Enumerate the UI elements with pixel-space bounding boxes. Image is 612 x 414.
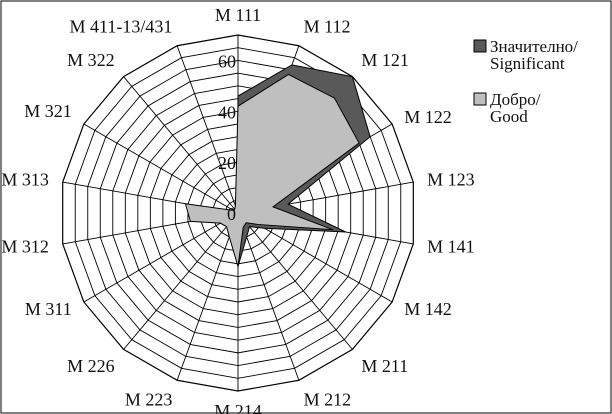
- legend-label-1-line-2: Significant: [490, 54, 565, 73]
- radial-tick-20: 20: [218, 153, 236, 173]
- category-label-m-122: M 122: [404, 107, 452, 127]
- grid-spoke: [176, 45, 239, 214]
- category-label-m-121: M 121: [361, 50, 409, 70]
- category-label-m-111: M 111: [215, 5, 261, 25]
- category-label-m-212: M 212: [304, 389, 352, 409]
- radial-tick-40: 40: [218, 102, 236, 122]
- grid-spoke: [237, 212, 300, 381]
- series-area-2: [184, 73, 360, 267]
- radial-tick-0: 0: [227, 204, 236, 224]
- legend-label-2-line-1: Добро/: [490, 90, 541, 109]
- category-label-m-311: M 311: [25, 299, 72, 319]
- category-label-m-223: M 223: [125, 389, 173, 409]
- series-layer: [184, 64, 371, 269]
- category-label-m-321: M 321: [24, 101, 72, 121]
- legend-label-2-line-2: Good: [490, 107, 528, 126]
- legend-label-1-line-1: Значително/: [490, 37, 578, 56]
- radial-tick-60: 60: [218, 51, 236, 71]
- category-label-m-112: M 112: [304, 17, 351, 37]
- category-label-m-123: M 123: [427, 170, 475, 190]
- legend: Значително/Significant Добро/Good: [473, 37, 578, 126]
- category-label-m-226: M 226: [67, 356, 115, 376]
- category-label-m-312: M 312: [1, 236, 49, 256]
- grid-spoke: [123, 212, 239, 350]
- category-label-m-322: M 322: [67, 50, 115, 70]
- radial-tick-labels: 0 20 40 60: [218, 51, 236, 224]
- legend-swatch-2: [473, 92, 487, 106]
- grid-spoke: [83, 123, 239, 214]
- category-label-m-214: M 214: [214, 401, 262, 414]
- category-label-m-411-13-431: M 411-13/431: [69, 17, 172, 37]
- category-labels: M 111 M 112 M 121 M 122 M 123 M 141 M 142 M 211…: [1, 5, 474, 414]
- category-label-m-313: M 313: [1, 170, 49, 190]
- category-label-m-142: M 142: [404, 299, 452, 319]
- category-label-m-141: M 141: [427, 236, 475, 256]
- grid-spoke: [176, 212, 239, 381]
- grid-spoke: [83, 212, 239, 303]
- grid-spoke: [123, 76, 239, 214]
- legend-swatch-1: [473, 39, 487, 53]
- grid-spoke: [237, 212, 353, 350]
- category-label-m-211: M 211: [361, 356, 408, 376]
